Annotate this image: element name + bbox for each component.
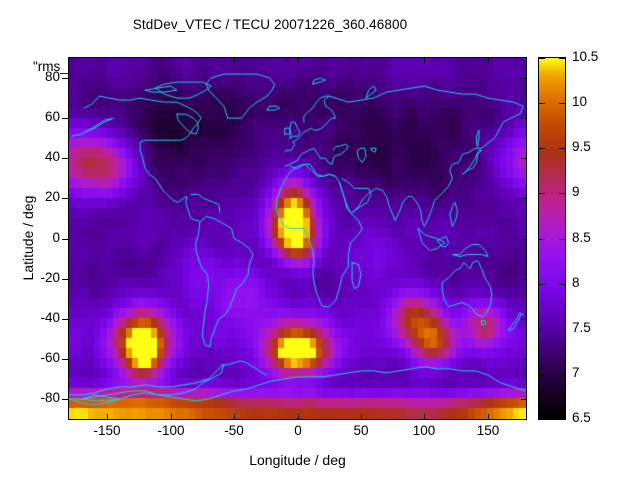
y-axis-tick: [521, 78, 527, 79]
x-axis-tick: [234, 414, 235, 420]
x-axis-tick-label: -150: [93, 423, 121, 438]
colorbar-tick: [559, 58, 565, 59]
colorbar-tick: [559, 193, 565, 194]
colorbar-tick: [559, 103, 565, 104]
y-axis-tick-label: -80: [40, 390, 60, 405]
x-axis-tick-label: -50: [224, 423, 244, 438]
x-axis-tick: [361, 57, 362, 63]
x-axis-tick-label: 150: [476, 423, 500, 438]
page-title: StdDev_VTEC / TECU 20071226_360.46800: [132, 17, 408, 32]
y-axis-tick: [62, 359, 68, 360]
x-axis-tick: [171, 57, 172, 63]
y-axis-tick: [521, 158, 527, 159]
y-axis-tick: [521, 399, 527, 400]
colorbar-tick-label: 7.5: [572, 320, 591, 335]
colorbar-tick-label: 9: [572, 184, 580, 199]
colorbar-tick: [539, 148, 545, 149]
x-axis-tick: [298, 57, 299, 63]
x-axis-tick: [424, 57, 425, 63]
x-axis-tick: [107, 57, 108, 63]
y-axis-tick-label: 20: [44, 189, 60, 204]
colorbar-tick: [539, 193, 545, 194]
x-axis-tick-label: 50: [353, 423, 369, 438]
x-axis-tick-label: -100: [157, 423, 185, 438]
colorbar-tick: [559, 329, 565, 330]
clipped-text-artifact: "rms_: [33, 59, 68, 74]
y-axis-tick: [521, 319, 527, 320]
y-axis-tick: [521, 359, 527, 360]
colorbar-tick-label: 10.5: [572, 49, 599, 64]
y-axis-tick: [521, 118, 527, 119]
y-axis-tick: [521, 279, 527, 280]
colorbar-tick: [539, 419, 545, 420]
y-axis-tick: [62, 399, 68, 400]
y-axis-tick-label: 40: [44, 149, 60, 164]
y-axis-tick-label: -40: [40, 310, 60, 325]
x-axis-tick: [298, 414, 299, 420]
x-axis-title: Longitude / deg: [249, 452, 346, 468]
y-axis-tick: [521, 239, 527, 240]
colorbar-tick: [539, 374, 545, 375]
colorbar-tick: [559, 419, 565, 420]
y-axis-tick-label: 0: [52, 230, 60, 245]
colorbar-tick: [539, 329, 545, 330]
colorbar-tick: [539, 58, 545, 59]
colorbar-tick-label: 10: [572, 94, 588, 109]
x-axis-tick: [171, 414, 172, 420]
y-axis-tick-label: -60: [40, 350, 60, 365]
colorbar-tick-label: 8: [572, 275, 580, 290]
colorbar-gradient: [539, 58, 565, 419]
x-axis-tick: [234, 57, 235, 63]
y-axis-tick: [62, 279, 68, 280]
colorbar: [538, 57, 566, 420]
colorbar-tick: [539, 284, 545, 285]
y-axis-tick: [62, 319, 68, 320]
vtec-stddev-heatmap: [69, 58, 526, 419]
colorbar-tick: [559, 239, 565, 240]
colorbar-tick: [559, 148, 565, 149]
colorbar-tick-label: 9.5: [572, 139, 591, 154]
x-axis-tick: [424, 414, 425, 420]
colorbar-tick-label: 8.5: [572, 230, 591, 245]
colorbar-tick: [539, 103, 545, 104]
x-axis-tick-label: 0: [294, 423, 302, 438]
colorbar-tick: [559, 284, 565, 285]
y-axis-title: Latitude / deg: [20, 195, 36, 281]
colorbar-tick-label: 7: [572, 365, 580, 380]
y-axis-tick: [62, 158, 68, 159]
y-axis-tick-label: 60: [44, 109, 60, 124]
x-axis-tick-label: 100: [412, 423, 436, 438]
y-axis-tick: [62, 118, 68, 119]
y-axis-tick: [62, 78, 68, 79]
colorbar-tick: [559, 374, 565, 375]
heatmap-plot-area: [68, 57, 527, 420]
y-axis-tick-label: -20: [40, 270, 60, 285]
colorbar-tick-label: 6.5: [572, 410, 591, 425]
x-axis-tick: [107, 414, 108, 420]
x-axis-tick: [488, 57, 489, 63]
y-axis-tick: [62, 239, 68, 240]
x-axis-tick: [361, 414, 362, 420]
y-axis-tick: [521, 198, 527, 199]
y-axis-tick: [62, 198, 68, 199]
colorbar-tick: [539, 239, 545, 240]
y-axis-tick-label: 80: [44, 69, 60, 84]
x-axis-tick: [488, 414, 489, 420]
